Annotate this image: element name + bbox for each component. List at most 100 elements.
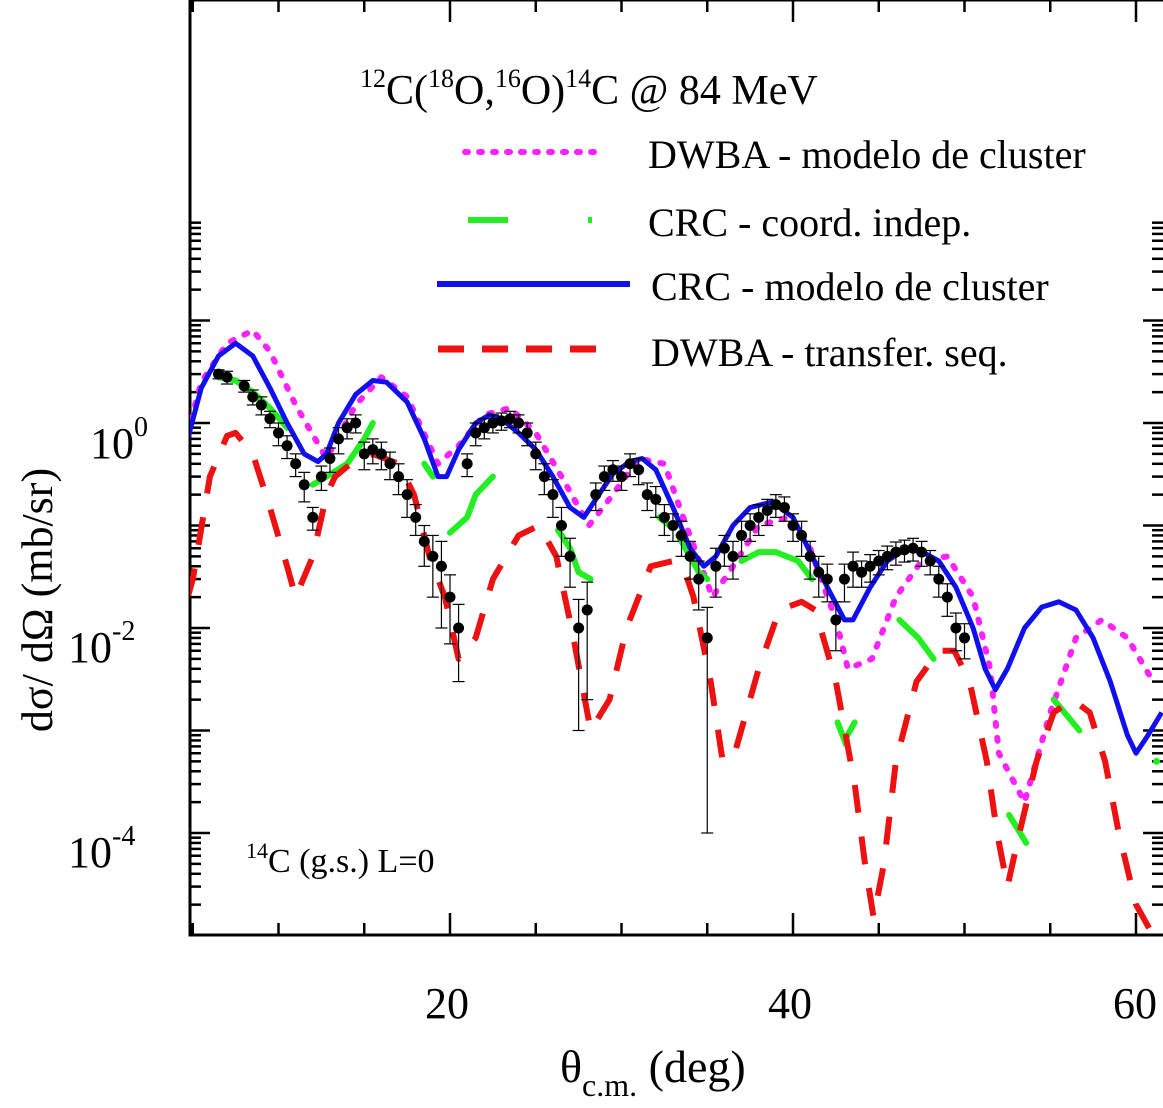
- data-point-6: [273, 427, 284, 439]
- data-point-9: [298, 479, 310, 491]
- x-tick-label-20: 20: [425, 979, 469, 1028]
- curve-1-segment-4: [447, 473, 496, 536]
- data-point-36: [530, 448, 542, 460]
- data-point-78: [890, 546, 902, 558]
- data-point-49: [641, 489, 653, 501]
- data-point-56: [701, 632, 713, 644]
- title-a-16: 16: [495, 64, 521, 93]
- data-point-30: [478, 422, 490, 434]
- data-point-64: [770, 499, 782, 511]
- y-tick-1-exp: 0: [134, 412, 148, 443]
- data-point-66: [787, 520, 799, 531]
- curve-2: [190, 340, 1163, 756]
- title-rest: C @ 84 MeV: [591, 68, 818, 114]
- y-tick-2-base: 10: [68, 623, 112, 672]
- data-point-12: [324, 453, 336, 465]
- curve-1-segment-5: [555, 527, 594, 583]
- y-tick-3-base: 10: [68, 828, 112, 877]
- plot-frame: [188, 0, 1163, 937]
- curve-1-segment-3: [421, 460, 436, 480]
- data-point-57: [710, 560, 722, 572]
- data-point-10: [307, 511, 319, 523]
- data-point-41: [573, 622, 585, 634]
- data-point-19: [384, 458, 396, 470]
- legend-label-crc-coord: CRC - coord. indep.: [648, 200, 971, 245]
- data-point-25: [435, 560, 447, 572]
- data-point-62: [753, 511, 765, 523]
- data-point-29: [470, 427, 482, 439]
- legend-label-crc-cluster: CRC - modelo de cluster: [651, 264, 1049, 309]
- curve-1-segment-7: [675, 532, 711, 583]
- data-point-50: [650, 493, 662, 505]
- data-point-68: [804, 550, 816, 562]
- curve-1-segment-10: [896, 616, 937, 662]
- data-point-33: [504, 413, 516, 425]
- data-point-63: [761, 505, 773, 517]
- data-point-55: [693, 573, 705, 585]
- data-point-21: [401, 489, 413, 501]
- curve-1-segment-0: [158, 477, 184, 518]
- data-point-27: [453, 622, 465, 634]
- data-point-17: [367, 444, 379, 456]
- legend-label-dwba-cluster: DWBA - modelo de cluster: [648, 132, 1086, 177]
- y-axis-label: dσ/ dΩ (mb/sr): [13, 468, 62, 732]
- title-o: O,: [454, 68, 495, 114]
- y-tick-1-base: 10: [90, 419, 134, 468]
- data-point-74: [856, 566, 868, 578]
- data-point-83: [933, 573, 945, 585]
- data-point-18: [375, 448, 387, 460]
- data-point-77: [881, 550, 893, 562]
- data-point-53: [676, 529, 688, 541]
- y-tick-label-1: 100: [90, 412, 148, 468]
- data-point-82: [924, 555, 936, 567]
- data-point-22: [410, 511, 422, 523]
- data-point-69: [813, 566, 825, 578]
- data-point-54: [684, 550, 696, 562]
- curve-3: [190, 429, 1156, 935]
- x-label-rest: (deg): [637, 1041, 746, 1092]
- data-point-76: [873, 555, 885, 567]
- data-points: [212, 368, 971, 834]
- data-point-38: [547, 489, 559, 501]
- x-axis-label: θc.m. (deg): [560, 1041, 746, 1103]
- data-point-8: [290, 458, 302, 470]
- data-point-37: [538, 471, 550, 483]
- data-point-5: [264, 413, 276, 425]
- data-point-44: [598, 471, 610, 483]
- data-point-46: [616, 471, 627, 483]
- data-point-31: [487, 417, 499, 429]
- data-point-51: [658, 511, 670, 523]
- data-point-48: [633, 464, 645, 476]
- y-tick-label-2: 10-2: [68, 616, 135, 672]
- data-point-11: [315, 471, 327, 483]
- curve-1-segment-13: [1153, 757, 1161, 765]
- data-point-80: [907, 542, 919, 554]
- legend: DWBA - modelo de cluster CRC - coord. in…: [437, 132, 1086, 375]
- data-point-34: [513, 417, 525, 429]
- data-point-47: [624, 458, 636, 470]
- data-point-81: [916, 546, 928, 558]
- y-tick-3-exp: -4: [112, 821, 135, 852]
- data-point-52: [667, 520, 679, 531]
- data-point-39: [555, 520, 567, 531]
- annotation-sup: 14: [246, 838, 268, 863]
- data-point-65: [778, 501, 790, 513]
- data-point-42: [581, 604, 593, 616]
- data-point-85: [950, 622, 962, 634]
- data-point-13: [333, 433, 345, 445]
- x-tick-label-40: 40: [768, 979, 812, 1028]
- data-point-61: [744, 520, 756, 531]
- data-point-35: [521, 427, 533, 439]
- legend-label-dwba-seq: DWBA - transfer. seq.: [651, 330, 1008, 375]
- chart-title: 12C(18O,16O)14C @ 84 MeV: [360, 64, 818, 114]
- data-point-70: [821, 573, 833, 585]
- data-point-40: [564, 550, 576, 562]
- data-point-16: [358, 448, 370, 460]
- title-o2: O): [521, 68, 565, 114]
- title-a-14: 14: [565, 64, 591, 93]
- x-tick-label-60: 60: [1113, 979, 1157, 1028]
- annotation-rest: C (g.s.) L=0: [268, 843, 435, 880]
- title-c: C(: [386, 68, 428, 114]
- y-tick-2-exp: -2: [112, 616, 135, 647]
- data-point-72: [838, 573, 850, 585]
